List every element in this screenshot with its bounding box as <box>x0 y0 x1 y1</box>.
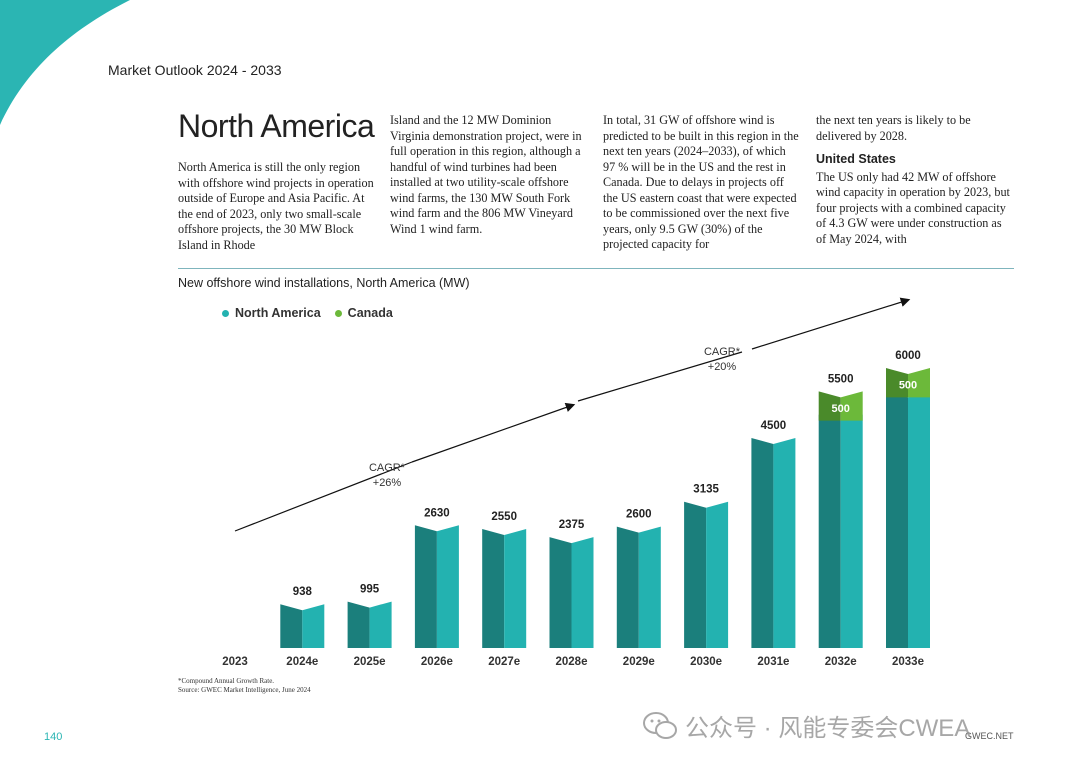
data-label: 6000 <box>895 350 921 362</box>
bar-north-america <box>347 601 392 648</box>
bar-north-america-left-face <box>280 604 303 648</box>
bar-canada <box>818 391 863 421</box>
divider <box>178 268 1014 269</box>
data-label: 938 <box>293 586 313 598</box>
bar-north-america-right-face <box>369 601 392 648</box>
bar-north-america-right-face <box>571 537 594 648</box>
paragraph: Island and the 12 MW Dominion Virginia d… <box>390 113 582 236</box>
data-label: 4500 <box>761 420 787 432</box>
legend-item-north-america: North America <box>222 306 321 320</box>
trend-arrow-2 <box>577 351 743 402</box>
paragraph: North America is still the only region w… <box>178 160 374 252</box>
text-column-4: the next ten years is likely to be deliv… <box>816 113 1012 247</box>
watermark-text: 公众号 · 风能专委会CWEA <box>685 715 971 742</box>
bar-north-america-left-face <box>482 529 505 648</box>
cagr-label: CAGR* <box>704 346 741 358</box>
bar-north-america-right-face <box>302 604 325 648</box>
segment-label: 500 <box>899 380 917 392</box>
bar-north-america-left-face <box>549 537 572 648</box>
cagr-value: +26% <box>373 477 402 489</box>
x-tick-label: 2027e <box>488 656 520 668</box>
bar-north-america <box>414 525 459 648</box>
cagr-value: +20% <box>708 361 737 373</box>
bar-canada <box>886 368 930 398</box>
bar-north-america <box>616 526 661 648</box>
data-label: 2550 <box>491 511 517 523</box>
section-title: North America <box>178 108 375 144</box>
x-tick-label: 2031e <box>757 656 789 668</box>
x-tick-label: 2032e <box>825 656 857 668</box>
bar-north-america-left-face <box>616 526 639 648</box>
legend-item-canada: Canada <box>334 306 393 320</box>
data-label: 2375 <box>559 519 585 531</box>
bar-canada-left-face <box>818 391 841 421</box>
paragraph: the next ten years is likely to be deliv… <box>816 113 971 143</box>
bar-north-america-right-face <box>706 501 729 648</box>
x-tick-label: 2023 <box>222 656 248 668</box>
x-tick-label: 2030e <box>690 656 722 668</box>
data-label: 2600 <box>626 509 652 521</box>
bar-north-america <box>482 529 527 648</box>
x-tick-label: 2024e <box>286 656 318 668</box>
bar-canada-right-face <box>840 391 863 421</box>
bar-north-america-left-face <box>886 391 908 648</box>
trend-arrow-1b <box>411 402 576 463</box>
us-heading: United States <box>816 152 896 166</box>
bar-north-america <box>818 414 863 648</box>
trend-arrow-1 <box>234 461 413 532</box>
bar-north-america-left-face <box>684 501 707 648</box>
legend-label: North America <box>235 306 321 320</box>
x-tick-label: 2026e <box>421 656 453 668</box>
bar-north-america-right-face <box>773 438 796 648</box>
bar-north-america <box>751 438 796 648</box>
chart-title: New offshore wind installations, North A… <box>178 276 470 290</box>
bar-north-america-right-face <box>638 526 661 648</box>
bar-north-america <box>280 604 325 648</box>
paragraph: In total, 31 GW of offshore wind is pred… <box>603 113 799 251</box>
footnote-line: *Compound Annual Growth Rate. <box>178 677 275 685</box>
x-tick-label: 2029e <box>623 656 655 668</box>
watermark: 公众号 · 风能专委会CWEA <box>643 708 970 743</box>
text-column-3: In total, 31 GW of offshore wind is pred… <box>603 113 799 253</box>
page-header: Market Outlook 2024 - 2033 <box>108 62 282 78</box>
bar-canada-right-face <box>908 368 930 398</box>
footnote: *Compound Annual Growth Rate. Source: GW… <box>178 677 311 695</box>
bar-north-america-right-face <box>908 391 930 648</box>
bar-north-america-left-face <box>414 525 437 648</box>
bar-north-america-left-face <box>751 438 774 648</box>
segment-label: 500 <box>832 403 850 415</box>
text-column-2: Island and the 12 MW Dominion Virginia d… <box>390 113 586 237</box>
corner-decoration <box>0 0 130 125</box>
legend-label: Canada <box>347 306 393 320</box>
chart-legend: North America Canada <box>222 306 393 320</box>
bar-north-america-left-face <box>347 601 370 648</box>
bar-north-america <box>549 537 594 648</box>
x-tick-label: 2028e <box>556 656 588 668</box>
bar-north-america <box>886 391 930 648</box>
page-number: 140 <box>44 731 63 743</box>
source-line: Source: GWEC Market Intelligence, June 2… <box>178 686 311 694</box>
paragraph: The US only had 42 MW of offshore wind c… <box>816 169 1010 246</box>
bar-north-america-left-face <box>818 414 841 648</box>
legend-dot-icon <box>334 309 342 317</box>
bar-north-america <box>684 501 729 648</box>
data-label: 3135 <box>693 484 719 496</box>
data-label: 5500 <box>828 373 854 385</box>
bar-canada-left-face <box>886 368 908 398</box>
legend-dot-icon <box>222 309 229 317</box>
cagr-label: CAGR* <box>369 462 406 474</box>
x-tick-label: 2033e <box>892 656 924 668</box>
wechat-icon <box>643 711 677 739</box>
bar-north-america-right-face <box>840 414 863 648</box>
bar-north-america-right-face <box>436 525 459 648</box>
bar-north-america-right-face <box>504 529 527 648</box>
data-label: 2630 <box>424 507 450 519</box>
x-tick-label: 2025e <box>354 656 386 668</box>
site-url: GWEC.NET <box>965 731 1014 741</box>
text-column-1: North America is still the only region w… <box>178 160 378 253</box>
data-label: 995 <box>360 584 380 596</box>
trend-arrow-2b <box>751 297 911 350</box>
